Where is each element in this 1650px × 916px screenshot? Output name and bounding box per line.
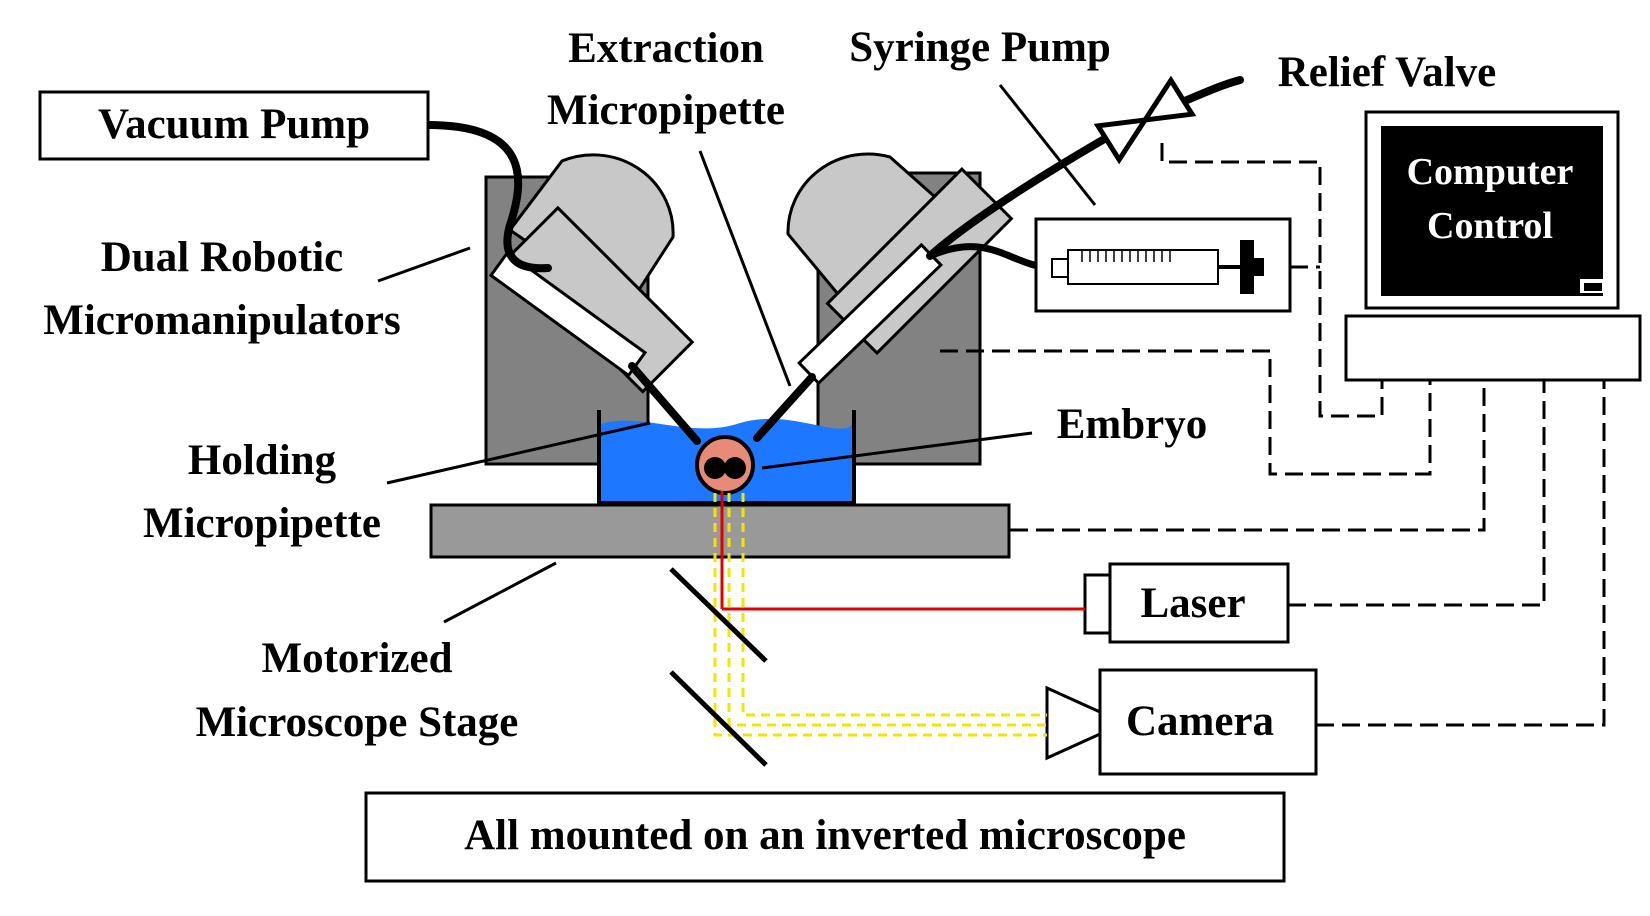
syringe-icon xyxy=(1051,240,1264,294)
camera-box xyxy=(1098,668,1318,776)
syringe-pump-label: Syringe Pump xyxy=(849,24,1111,71)
vacuum-pump-label: Vacuum Pump xyxy=(98,101,370,148)
control-lines xyxy=(940,143,1606,727)
motorized-stage-label-line2: Microscope Stage xyxy=(196,699,519,746)
dichroic-mirror xyxy=(669,567,768,663)
vacuum-pump-box xyxy=(38,90,430,161)
motorized-stage-label-line1: Motorized xyxy=(261,635,452,682)
computer-icon xyxy=(1344,110,1642,382)
camera-label: Camera xyxy=(1126,698,1274,745)
footer-box xyxy=(364,791,1286,883)
extraction-pipette-needle xyxy=(753,373,816,442)
extraction-micropipette-label-line2: Micropipette xyxy=(547,87,785,134)
microscope-stage xyxy=(429,503,1011,559)
dual-micromanipulators-label-line1: Dual Robotic xyxy=(101,234,343,281)
computer-control-label-line2: Control xyxy=(1427,205,1553,247)
left-manipulator-head xyxy=(506,153,695,394)
holding-micropipette-label-line1: Holding xyxy=(188,437,337,484)
relief-valve-label: Relief Valve xyxy=(1278,49,1497,96)
embryo-label: Embryo xyxy=(1057,401,1208,448)
imaging-path xyxy=(713,493,1047,737)
vacuum-tube xyxy=(424,121,552,273)
embryo xyxy=(695,435,755,495)
leader-lines xyxy=(377,84,1097,624)
laser-aperture xyxy=(1083,573,1112,635)
imaging-mirror xyxy=(669,670,768,767)
camera-lens xyxy=(1045,685,1102,761)
footer-label: All mounted on an inverted microscope xyxy=(464,812,1186,859)
holding-micropipette-label-line2: Micropipette xyxy=(143,500,381,547)
laser-label: Laser xyxy=(1140,580,1245,627)
extraction-micropipette-label-line1: Extraction xyxy=(568,25,764,72)
computer-control-label-line1: Computer xyxy=(1407,151,1574,193)
holding-pipette-holder xyxy=(488,250,648,378)
dual-micromanipulators-label-line2: Micromanipulators xyxy=(43,297,401,344)
relief-valve-symbol xyxy=(1093,75,1197,165)
holding-pipette-needle xyxy=(628,362,701,445)
